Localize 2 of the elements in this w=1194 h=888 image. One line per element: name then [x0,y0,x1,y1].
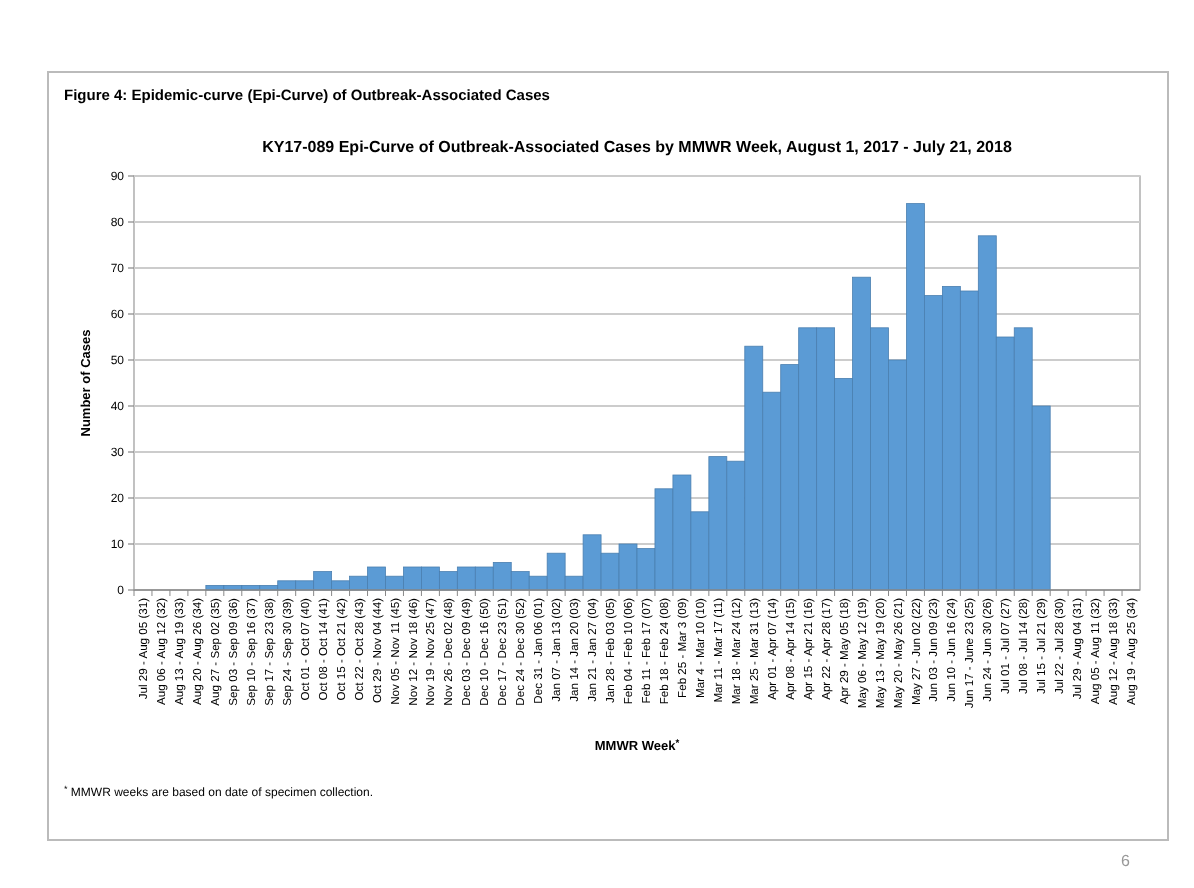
chart-title: KY17-089 Epi-Curve of Outbreak-Associated Cases by MMWR Week, August 1, 2017 - July 21, 2018 [262,138,1013,156]
text: 6 [1121,852,1132,870]
